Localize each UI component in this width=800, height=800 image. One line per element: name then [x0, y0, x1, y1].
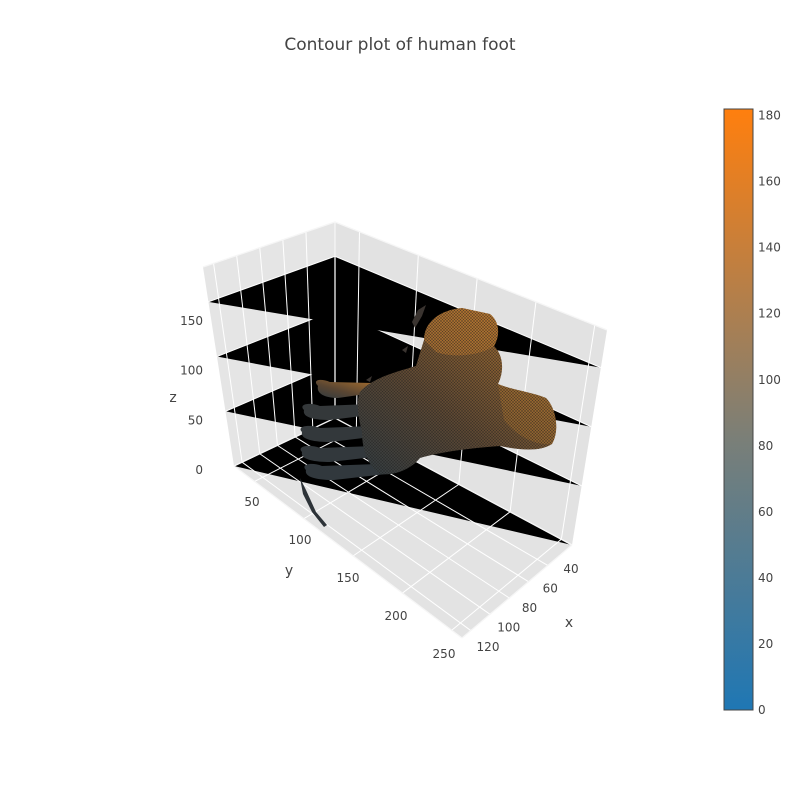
z-tick-label: 0 — [195, 463, 203, 477]
x-axis-label: x — [565, 615, 573, 631]
x-tick-label: 80 — [522, 601, 537, 615]
foot-isosurface[interactable] — [300, 305, 557, 527]
x-tick-label: 60 — [543, 582, 558, 596]
toe-4 — [300, 445, 382, 462]
colorbar-tick-label: 40 — [758, 571, 773, 585]
colorbar-tick-label: 20 — [758, 637, 773, 651]
colorbar: 0 20 40 60 80 100 120 140 160 180 — [723, 108, 781, 717]
slice-fragment — [412, 305, 426, 328]
chart-title: Contour plot of human foot — [284, 35, 516, 55]
y-tick-label: 250 — [433, 647, 456, 661]
z-tick-label: 150 — [180, 314, 203, 328]
z-tick-label: 50 — [188, 413, 203, 427]
x-tick-label: 40 — [563, 562, 578, 576]
slice-fragment — [300, 478, 327, 527]
slice-fragment — [366, 376, 372, 382]
colorbar-tick-label: 140 — [758, 241, 781, 255]
colorbar-tick-label: 160 — [758, 175, 781, 189]
surface-mesh — [357, 308, 557, 475]
colorbar-tick-label: 100 — [758, 373, 781, 387]
colorbar-tick-label: 120 — [758, 307, 781, 321]
y-axis-ticks: 50 100 150 200 250 — [244, 495, 455, 661]
y-tick-label: 200 — [385, 609, 408, 623]
x-tick-label: 120 — [477, 640, 500, 654]
z-tick-label: 100 — [180, 364, 203, 378]
slice-fragment — [402, 346, 408, 353]
colorbar-tick-label: 180 — [758, 109, 781, 123]
z-axis-label: z — [169, 390, 176, 406]
y-tick-label: 150 — [337, 571, 360, 585]
colorbar-tick-label: 80 — [758, 439, 773, 453]
colorbar-scale — [723, 108, 754, 711]
y-tick-label: 50 — [244, 495, 259, 509]
colorbar-tick-label: 0 — [758, 703, 766, 717]
colorbar-ticks: 0 20 40 60 80 100 120 140 160 180 — [758, 109, 781, 717]
y-tick-label: 100 — [289, 533, 312, 547]
x-tick-label: 100 — [497, 621, 520, 635]
z-axis-ticks: 0 50 100 150 — [180, 314, 203, 477]
toe-3 — [300, 425, 380, 442]
toe-5 — [304, 463, 386, 480]
y-axis-label: y — [285, 563, 293, 579]
colorbar-tick-label: 60 — [758, 505, 773, 519]
